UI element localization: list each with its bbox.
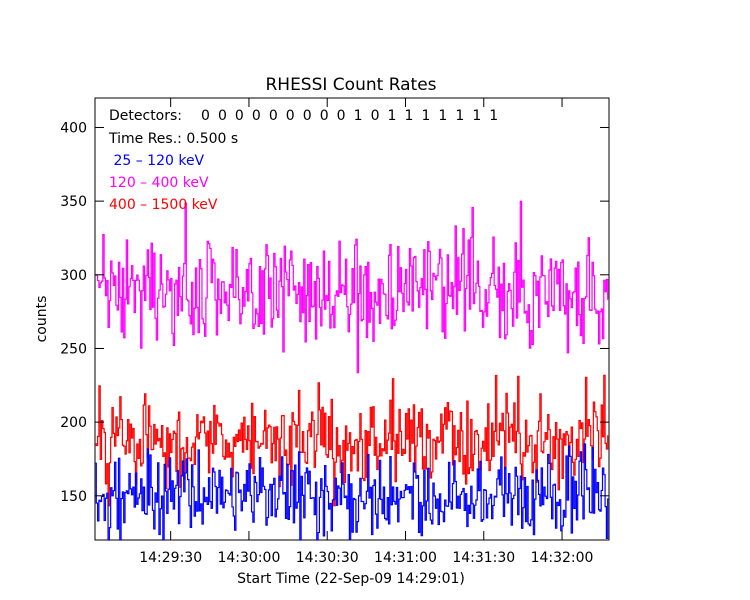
annotation-block: Detectors: 0 0 0 0 0 0 0 0 0 1 0 1 1 1 1… — [108, 108, 500, 213]
series-line-0 — [95, 443, 609, 541]
x-tick-label: 14:31:30 — [452, 550, 515, 566]
x-tick-label: 14:29:30 — [139, 550, 202, 566]
series-line-1 — [95, 200, 609, 374]
detectors-label: Detectors: — [109, 108, 182, 124]
chart-title: RHESSI Count Rates — [265, 75, 436, 95]
x-tick-label: 14:30:00 — [217, 550, 280, 566]
x-tick-label: 14:32:00 — [531, 550, 594, 566]
y-tick-label: 150 — [60, 489, 87, 505]
y-axis-label: counts — [34, 296, 50, 343]
y-tick-label: 250 — [60, 341, 87, 357]
plot-frame — [94, 97, 610, 541]
x-axis-label: Start Time (22-Sep-09 14:29:01) — [237, 571, 465, 587]
axis-layer: 150 200 250 300 350 400 14:29:30 14:30:00 14:30:… — [60, 98, 609, 566]
y-tick-label: 300 — [60, 268, 87, 284]
x-tick-label: 14:31:00 — [374, 550, 437, 566]
y-tick-label: 200 — [60, 415, 87, 431]
legend-entry-mid: 120 – 400 keV — [109, 175, 209, 191]
legend-entry-high: 400 – 1500 keV — [109, 197, 218, 213]
legend-entry-low: 25 – 120 keV — [109, 153, 205, 169]
x-tick-label: 14:30:30 — [296, 550, 359, 566]
series-layer — [95, 200, 609, 541]
y-tick-label: 400 — [60, 120, 87, 136]
y-tick-label: 350 — [60, 194, 87, 210]
time-resolution: Time Res.: 0.500 s — [108, 131, 238, 147]
detectors-value: 0 0 0 0 0 0 0 0 0 1 0 1 1 1 1 1 1 1 — [201, 108, 500, 124]
